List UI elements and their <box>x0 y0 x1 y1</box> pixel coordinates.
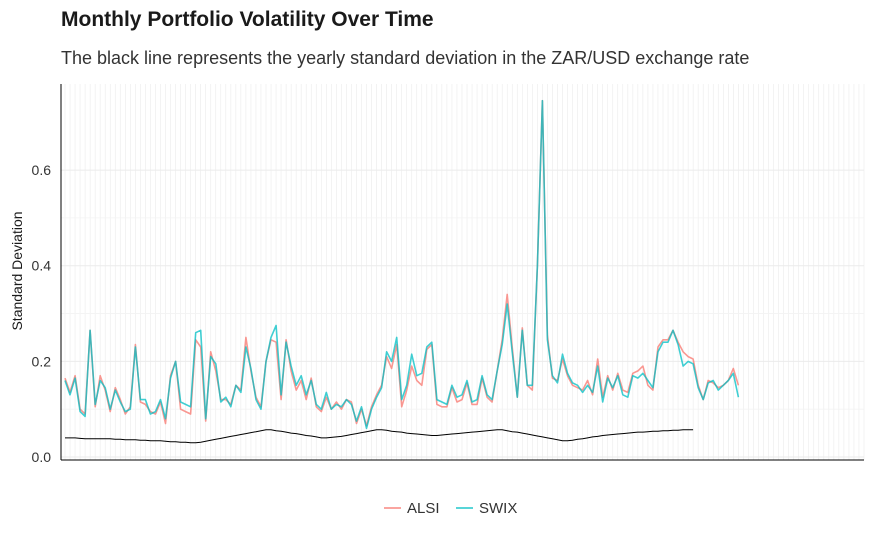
legend: ALSI SWIX <box>384 500 517 517</box>
series-lines <box>64 99 740 444</box>
legend-label-alsi: ALSI <box>407 500 440 517</box>
grid <box>61 84 865 460</box>
axes: 0.0 0.2 0.4 0.6 <box>32 84 864 465</box>
y-tick-label: 0.0 <box>32 449 52 465</box>
series-line-swix <box>64 99 740 430</box>
y-tick-label: 0.4 <box>32 258 52 274</box>
y-tick-label: 0.6 <box>32 162 52 178</box>
chart-title: Monthly Portfolio Volatility Over Time <box>61 8 434 31</box>
legend-label-swix: SWIX <box>479 500 517 517</box>
y-tick-label: 0.2 <box>32 353 52 369</box>
y-axis-label: Standard Deviation <box>9 211 25 330</box>
chart-subtitle: The black line represents the yearly sta… <box>61 48 750 68</box>
series-line-zarusd <box>65 429 694 444</box>
